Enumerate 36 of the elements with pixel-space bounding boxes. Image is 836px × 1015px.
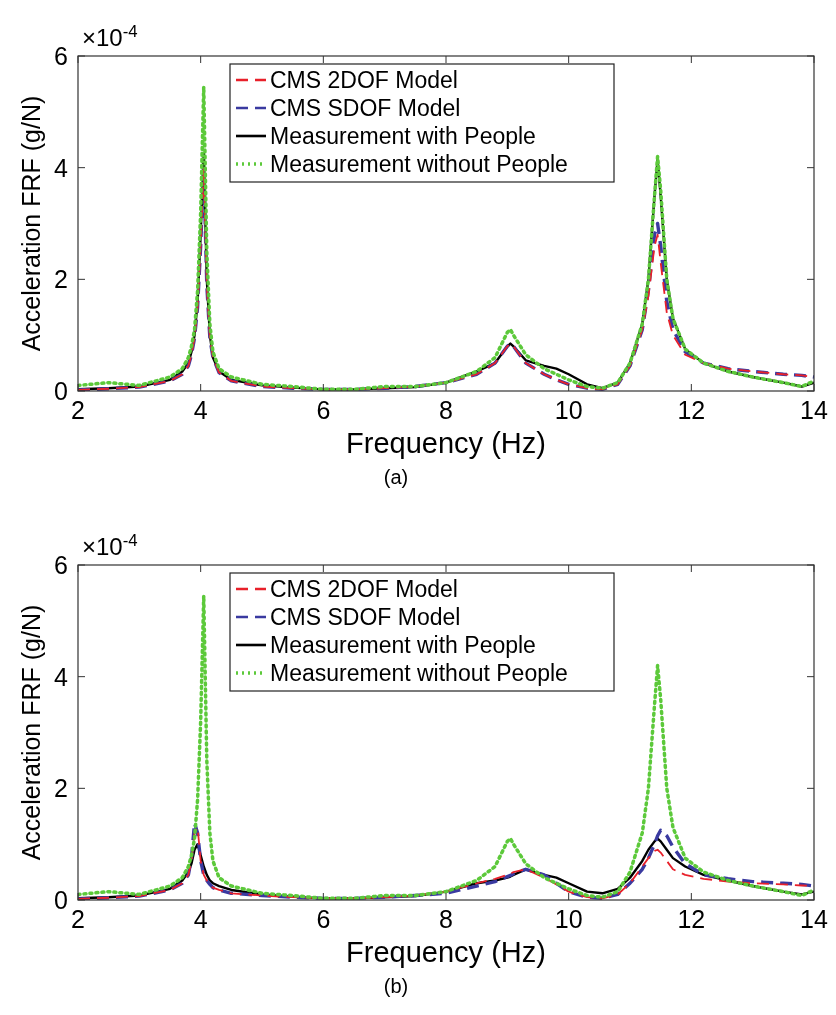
- x-tick-label: 12: [677, 905, 706, 933]
- x-tick-label: 4: [193, 905, 208, 933]
- legend-label: CMS 2DOF Model: [270, 576, 458, 602]
- x-tick-label: 8: [439, 396, 453, 424]
- y-tick-label: 4: [54, 662, 69, 691]
- legend-label: Measurement with People: [270, 632, 536, 658]
- x-tick-label: 4: [193, 396, 208, 424]
- y-tick-label: 4: [54, 153, 69, 182]
- y-tick-label: 6: [54, 42, 68, 70]
- legend-label: Measurement with People: [270, 123, 536, 149]
- y-tick-label: 2: [54, 774, 68, 803]
- text: (b): [383, 975, 409, 997]
- x-tick-label: 14: [800, 396, 828, 424]
- y-tick-label: 0: [54, 886, 68, 914]
- y-tick-label: 2: [54, 265, 68, 294]
- y-axis-title: Acceleration FRF (g/N): [17, 604, 45, 861]
- y-tick-label: 6: [54, 551, 68, 579]
- x-tick-label: 12: [677, 396, 706, 424]
- x-axis-title: Frequency (Hz): [346, 427, 546, 459]
- x-tick-label: 10: [554, 396, 583, 424]
- x-tick-label: 14: [800, 905, 828, 933]
- text: ×10$^{-4}$: [82, 530, 138, 560]
- x-tick-label: 10: [554, 905, 583, 933]
- x-axis-title: Frequency (Hz): [346, 936, 546, 968]
- x-tick-label: 8: [439, 905, 453, 933]
- legend-label: CMS SDOF Model: [270, 604, 461, 630]
- legend-label: Measurement without People: [270, 151, 568, 177]
- legend-label: CMS 2DOF Model: [270, 67, 458, 93]
- x-tick-label: 6: [316, 396, 331, 424]
- text: ×10$^{-4}$: [82, 21, 138, 51]
- text: (a): [383, 466, 409, 488]
- legend-label: CMS SDOF Model: [270, 95, 461, 121]
- x-tick-label: 6: [316, 905, 331, 933]
- y-axis-title: Acceleration FRF (g/N): [17, 95, 45, 352]
- y-tick-label: 0: [54, 377, 68, 405]
- legend-label: Measurement without People: [270, 660, 568, 686]
